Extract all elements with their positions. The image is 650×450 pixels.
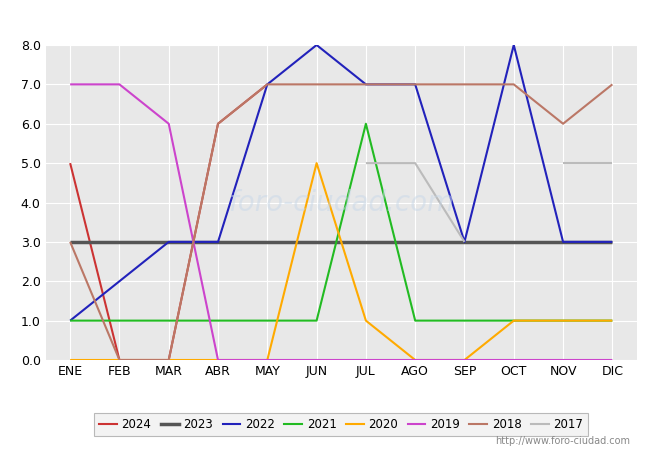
Text: foro-ciudad.com: foro-ciudad.com [228,189,454,216]
2021 [608,318,616,323]
2023 [362,239,370,245]
2023 [214,239,222,245]
2021 [411,318,419,323]
2021 [461,318,469,323]
2018 [313,82,320,87]
2020 [116,357,124,363]
2021 [116,318,124,323]
2020 [214,357,222,363]
2019 [559,357,567,363]
2019 [66,82,74,87]
2018 [66,239,74,245]
2022 [313,42,320,48]
2019 [116,82,124,87]
2022 [362,82,370,87]
2018 [608,82,616,87]
2023 [411,239,419,245]
2018 [559,121,567,126]
2022 [510,42,517,48]
Line: 2022: 2022 [70,45,612,320]
2020 [66,357,74,363]
2019 [214,357,222,363]
2020 [510,318,517,323]
2022 [263,82,271,87]
2019 [313,357,320,363]
2023 [608,239,616,245]
2023 [66,239,74,245]
2021 [510,318,517,323]
2019 [461,357,469,363]
2022 [66,318,74,323]
2020 [263,357,271,363]
2019 [165,121,173,126]
2018 [411,82,419,87]
Line: 2019: 2019 [70,85,612,360]
2019 [362,357,370,363]
2022 [116,279,124,284]
2024 [66,161,74,166]
2018 [461,82,469,87]
2018 [263,82,271,87]
2020 [559,318,567,323]
2020 [165,357,173,363]
2023 [313,239,320,245]
2021 [66,318,74,323]
2023 [510,239,517,245]
Line: 2020: 2020 [70,163,612,360]
Line: 2017: 2017 [366,163,465,242]
2023 [461,239,469,245]
2021 [362,121,370,126]
2019 [608,357,616,363]
2020 [608,318,616,323]
2021 [559,318,567,323]
2020 [313,161,320,166]
Text: Afiliados en Urriés a 31/5/2024: Afiliados en Urriés a 31/5/2024 [186,11,464,29]
2023 [559,239,567,245]
2020 [362,318,370,323]
2021 [165,318,173,323]
2022 [214,239,222,245]
2018 [362,82,370,87]
2020 [461,357,469,363]
2021 [313,318,320,323]
Text: http://www.foro-ciudad.com: http://www.foro-ciudad.com [495,436,630,446]
2022 [461,239,469,245]
2018 [116,357,124,363]
2024 [116,357,124,363]
2024 [214,121,222,126]
Line: 2018: 2018 [70,85,612,360]
2019 [510,357,517,363]
2024 [263,82,271,87]
2023 [165,239,173,245]
2023 [263,239,271,245]
2022 [559,239,567,245]
2019 [263,357,271,363]
2022 [608,239,616,245]
2017 [411,161,419,166]
2021 [214,318,222,323]
Line: 2021: 2021 [70,124,612,320]
2018 [165,357,173,363]
Line: 2024: 2024 [70,85,267,360]
2017 [461,239,469,245]
2021 [263,318,271,323]
2018 [510,82,517,87]
2024 [165,357,173,363]
2018 [214,121,222,126]
2019 [411,357,419,363]
2020 [411,357,419,363]
2017 [362,161,370,166]
Legend: 2024, 2023, 2022, 2021, 2020, 2019, 2018, 2017: 2024, 2023, 2022, 2021, 2020, 2019, 2018… [94,413,588,436]
2022 [165,239,173,245]
2022 [411,82,419,87]
2023 [116,239,124,245]
